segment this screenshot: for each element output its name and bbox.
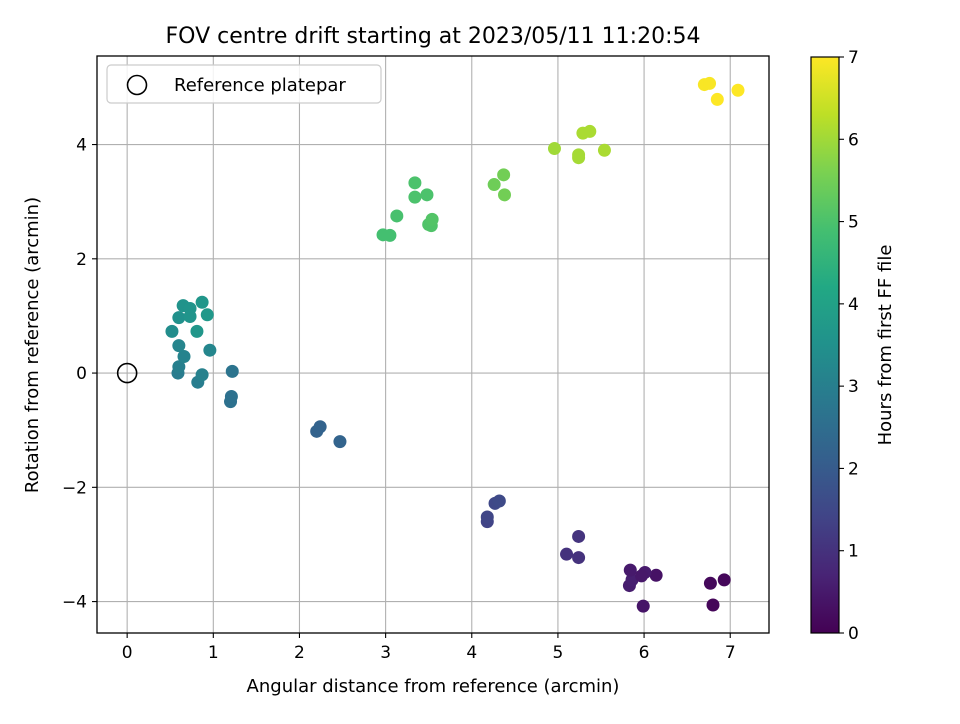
data-points <box>165 76 745 613</box>
data-point <box>703 576 717 590</box>
legend-label: Reference platepar <box>174 75 346 96</box>
x-tick-label: 6 <box>639 643 650 663</box>
data-point <box>200 308 214 322</box>
data-point <box>333 435 347 449</box>
data-point <box>497 168 511 182</box>
chart-title: FOV centre drift starting at 2023/05/11 … <box>166 24 701 49</box>
data-point <box>717 573 731 587</box>
data-point <box>623 563 637 577</box>
data-point <box>313 420 327 434</box>
colorbar-label: Hours from first FF file <box>875 245 896 446</box>
data-point <box>572 148 586 162</box>
legend: Reference platepar <box>106 64 382 104</box>
y-tick-label: 2 <box>76 250 87 270</box>
x-tick-label: 0 <box>122 643 133 663</box>
colorbar-tick-label: 4 <box>848 295 859 315</box>
data-point <box>383 228 397 242</box>
data-point <box>710 92 724 106</box>
colorbar-gradient <box>811 57 839 633</box>
data-point <box>190 324 204 338</box>
data-point <box>172 311 186 325</box>
data-point <box>165 324 179 338</box>
colorbar-ticks: 0 1 2 3 4 5 6 7 <box>839 48 859 644</box>
x-tick-label: 5 <box>553 643 564 663</box>
data-point <box>649 568 663 582</box>
plot-frame <box>96 55 770 634</box>
colorbar-tick-label: 7 <box>848 48 859 68</box>
y-tick-label: −4 <box>62 593 87 613</box>
data-point <box>183 310 197 324</box>
y-axis-label: Rotation from reference (arcmin) <box>22 197 43 493</box>
colorbar-tick-label: 2 <box>848 459 859 479</box>
x-axis-label: Angular distance from reference (arcmin) <box>247 676 620 697</box>
data-point <box>480 510 494 524</box>
colorbar-tick-label: 6 <box>848 130 859 150</box>
data-point <box>634 569 648 583</box>
data-point <box>572 551 586 565</box>
colorbar-tick-label: 5 <box>848 213 859 233</box>
x-tick-label: 2 <box>294 643 305 663</box>
y-tick-label: −2 <box>62 478 87 498</box>
data-point <box>706 598 720 612</box>
data-point <box>498 188 512 202</box>
data-point <box>195 295 209 309</box>
data-point <box>203 343 217 357</box>
y-axis-ticks: −4 −2 0 2 4 <box>62 136 97 613</box>
data-point <box>172 360 186 374</box>
data-point <box>225 364 239 378</box>
data-point <box>487 178 501 192</box>
data-point <box>408 176 422 190</box>
y-tick-label: 0 <box>76 364 87 384</box>
data-point <box>636 599 650 613</box>
data-point <box>408 190 422 204</box>
legend-open-circle-icon <box>126 74 148 96</box>
data-point <box>195 368 209 382</box>
data-point <box>224 389 238 403</box>
data-point <box>390 209 404 223</box>
reference-platepar-marker <box>116 362 138 384</box>
x-tick-label: 1 <box>208 643 219 663</box>
colorbar: 0 1 2 3 4 5 6 7 Hours from first FF file <box>810 48 896 644</box>
data-point <box>492 494 506 508</box>
data-point <box>547 142 561 156</box>
data-point <box>560 547 574 561</box>
x-tick-label: 3 <box>380 643 391 663</box>
data-point <box>572 529 586 543</box>
x-axis-ticks: 0 1 2 3 4 5 6 7 <box>122 633 736 663</box>
data-point <box>425 212 439 226</box>
data-point <box>703 76 717 90</box>
data-point <box>583 124 597 138</box>
colorbar-tick-label: 3 <box>848 377 859 397</box>
x-tick-label: 7 <box>725 643 736 663</box>
colorbar-frame <box>810 56 840 634</box>
x-tick-label: 4 <box>466 643 477 663</box>
colorbar-tick-label: 1 <box>848 542 859 562</box>
data-point <box>177 349 191 363</box>
data-point <box>172 339 186 353</box>
data-point <box>597 143 611 157</box>
data-point <box>731 83 745 97</box>
y-tick-label: 4 <box>76 136 87 156</box>
data-point <box>420 188 434 202</box>
grid-lines <box>97 56 769 633</box>
legend-box <box>106 64 382 104</box>
colorbar-tick-label: 0 <box>848 624 859 644</box>
